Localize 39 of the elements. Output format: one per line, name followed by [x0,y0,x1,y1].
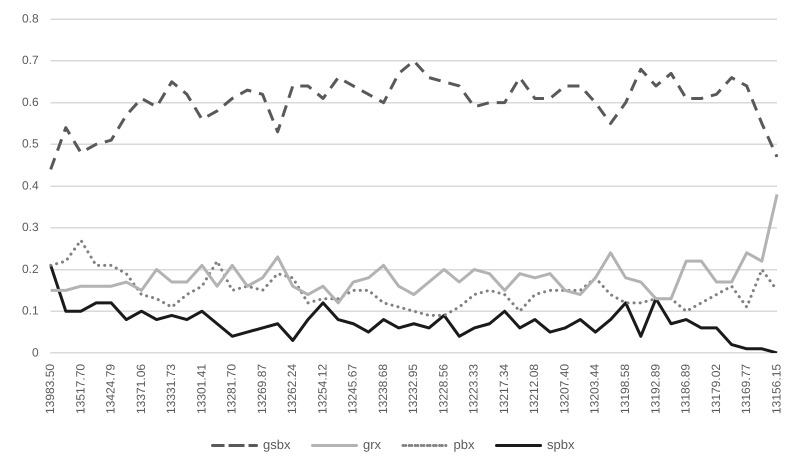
legend-label: grx [362,437,382,452]
y-tick-label: 0.2 [22,262,39,276]
x-tick-label: 13983.50 [42,364,57,414]
x-tick-label: 13212.08 [527,364,542,414]
x-tick-label: 13169.77 [739,364,754,414]
x-tick-label: 13179.02 [708,364,723,414]
legend-label: gsbx [263,437,291,452]
x-tick-label: 13281.70 [224,364,239,414]
y-tick-label: 0.4 [22,178,39,192]
legend-label: pbx [454,437,476,452]
x-tick-label: 13254.12 [315,364,330,414]
x-tick-label: 13517.70 [73,364,88,414]
x-tick-label: 13186.89 [678,364,693,414]
x-tick-label: 13331.73 [164,364,178,414]
x-tick-label: 13207.40 [557,364,572,414]
legend-label: spbx [547,437,575,452]
y-tick-label: 0.5 [22,136,39,151]
x-tick-label: 13192.89 [648,364,662,414]
x-tick-label: 13424.79 [104,364,118,414]
x-tick-label: 13262.24 [285,364,300,414]
x-tick-label: 13371.06 [134,364,148,414]
y-tick-label: 0.1 [22,304,39,318]
x-tick-label: 13223.33 [466,364,481,414]
x-tick-label: 13203.44 [588,364,602,414]
x-tick-label: 13156.15 [769,364,784,414]
x-tick-label: 13217.34 [496,364,511,414]
x-tick-label: 13232.95 [406,364,420,414]
x-tick-label: 13198.58 [618,364,632,414]
y-tick-label: 0.6 [22,94,39,109]
line-series [49,59,778,171]
x-tick-label: 13228.56 [436,364,450,414]
x-tick-label: 13238.68 [376,364,390,414]
x-tick-label: 13301.41 [194,364,208,414]
x-tick-label: 13245.67 [346,364,360,414]
y-tick-label: 0.8 [22,12,39,26]
y-tick-label: 0.7 [22,53,39,68]
x-tick-label: 13269.87 [254,364,269,414]
y-tick-label: 0 [32,345,39,360]
y-tick-label: 0.3 [22,220,39,234]
